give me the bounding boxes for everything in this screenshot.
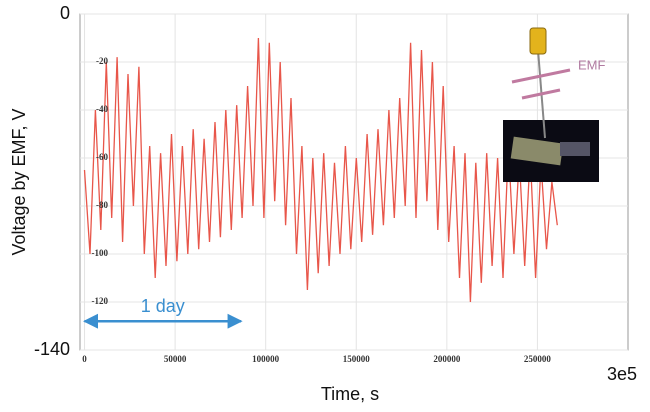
satellite	[510, 136, 564, 166]
y-tick-label: -100	[92, 248, 109, 258]
x-tick-label: 100000	[252, 354, 280, 364]
x-axis-label: Time, s	[321, 384, 379, 404]
emf-bar	[521, 88, 561, 100]
y-tick-label: -120	[92, 296, 109, 306]
y-axis-label: Voltage by EMF, V	[9, 108, 29, 255]
end-mass	[529, 27, 547, 55]
inset-illustration: EMF	[503, 27, 606, 182]
data-line	[83, 37, 558, 303]
y-tick-label: 0	[60, 3, 70, 23]
emf-bar	[511, 68, 571, 84]
y-tick-label: -20	[96, 56, 108, 66]
x-tick-label: 250000	[524, 354, 552, 364]
x-tick-label: 3e5	[607, 364, 637, 384]
x-tick-label: 50000	[164, 354, 187, 364]
y-tick-label: -60	[96, 152, 108, 162]
x-tick-label: 200000	[433, 354, 461, 364]
x-tick-label: 150000	[343, 354, 371, 364]
y-tick-label: -80	[96, 200, 108, 210]
y-tick-label: -140	[34, 339, 70, 359]
x-tick-label: 0	[82, 354, 87, 364]
inset-label: EMF	[578, 57, 606, 72]
satellite-panel	[560, 142, 590, 156]
day-arrow-label: 1 day	[141, 296, 185, 316]
y-tick-label: -40	[96, 104, 108, 114]
